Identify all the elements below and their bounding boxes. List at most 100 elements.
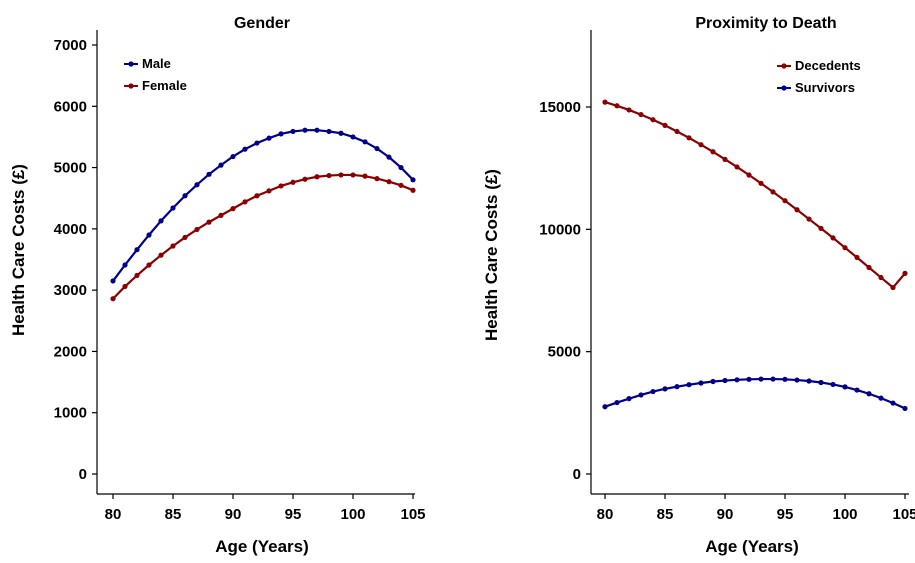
data-point (254, 140, 260, 146)
data-point (410, 177, 416, 183)
data-point (326, 128, 332, 135)
y-tick-label: 0 (573, 466, 581, 483)
y-tick-label: 1000 (54, 405, 87, 422)
data-point (194, 226, 200, 233)
x-tick-label: 90 (717, 506, 734, 523)
data-point (110, 296, 116, 302)
y-tick-label: 15000 (539, 99, 581, 116)
x-axis-label: Age (Years) (705, 537, 799, 556)
data-point (398, 182, 404, 188)
data-point (158, 218, 164, 224)
data-point (206, 171, 212, 177)
data-point (890, 284, 896, 291)
y-tick-label: 5000 (548, 344, 581, 361)
x-axis-label: Age (Years) (215, 537, 309, 556)
series-decedents (602, 99, 908, 291)
data-point (614, 399, 620, 406)
data-point (182, 234, 188, 241)
data-point (338, 172, 344, 178)
data-point (122, 262, 128, 268)
data-point (110, 278, 116, 284)
data-point (602, 99, 608, 105)
data-point (854, 387, 860, 393)
data-point (158, 252, 164, 258)
data-point (842, 245, 848, 251)
data-point (194, 182, 200, 188)
data-point (830, 235, 836, 241)
x-tick-label: 100 (340, 506, 365, 523)
legend-label: Decedents (795, 58, 861, 73)
data-point (218, 212, 224, 218)
series-line (604, 101, 906, 290)
data-point (638, 111, 644, 118)
series-line (112, 173, 414, 300)
series-female (110, 172, 416, 302)
data-point (698, 142, 704, 148)
legend-entry: Decedents (777, 58, 861, 73)
data-point (614, 103, 620, 109)
x-tick-label: 105 (892, 506, 915, 523)
data-point (302, 176, 308, 182)
x-tick-label: 80 (105, 506, 122, 523)
data-point (410, 187, 416, 193)
data-point (782, 376, 788, 382)
data-point (230, 153, 236, 160)
data-point (770, 189, 776, 195)
data-point (254, 193, 260, 199)
legend-entry: Survivors (777, 80, 855, 95)
data-point (638, 392, 644, 398)
data-point (674, 128, 680, 135)
data-point (902, 270, 908, 276)
data-point (326, 172, 332, 179)
data-point (890, 400, 896, 406)
data-point (818, 225, 824, 231)
panel-1: Gender 0 1000 2000 3000 4000 5000 6000 7000 80 85 9… (9, 15, 426, 556)
data-point (374, 145, 380, 152)
data-point (710, 149, 716, 155)
data-point (242, 146, 248, 152)
data-point (698, 380, 704, 386)
legend-entry: Female (124, 78, 187, 93)
data-point (902, 405, 908, 412)
x-tick-label: 80 (597, 506, 614, 523)
data-point (674, 384, 680, 390)
x-tick-label: 85 (165, 506, 182, 523)
x-tick-label: 100 (832, 506, 857, 523)
x-tick-label: 105 (400, 506, 425, 523)
data-point (734, 164, 740, 170)
data-point (398, 164, 404, 171)
data-point (134, 272, 140, 279)
data-point (338, 130, 344, 136)
data-point (842, 384, 848, 390)
x-tick-label: 85 (657, 506, 674, 523)
data-point (266, 135, 272, 141)
y-tick-label: 7000 (54, 37, 87, 54)
legend-entry: Male (124, 56, 171, 71)
data-point (122, 283, 128, 290)
data-point (218, 162, 224, 168)
data-point (770, 376, 776, 382)
x-tick-label: 95 (777, 506, 794, 523)
data-point (662, 122, 668, 128)
panel-2: Proximity to Death 0 5000 10000 15000 80 85 90 9… (482, 15, 915, 556)
data-point (710, 378, 716, 385)
data-point (650, 117, 656, 123)
y-tick-label: 5000 (54, 160, 87, 177)
legend-marker (128, 83, 134, 89)
data-point (386, 179, 392, 185)
data-point (626, 396, 632, 402)
chart-title: Gender (234, 15, 290, 32)
data-point (866, 391, 872, 397)
data-point (146, 232, 152, 238)
y-tick-label: 10000 (539, 221, 581, 238)
data-point (230, 206, 236, 212)
data-point (314, 174, 320, 180)
series-male (110, 127, 416, 284)
y-tick-label: 2000 (54, 343, 87, 360)
data-point (362, 139, 368, 145)
data-point (686, 382, 692, 388)
data-point (794, 377, 800, 383)
data-point (758, 376, 764, 382)
data-point (350, 172, 356, 178)
